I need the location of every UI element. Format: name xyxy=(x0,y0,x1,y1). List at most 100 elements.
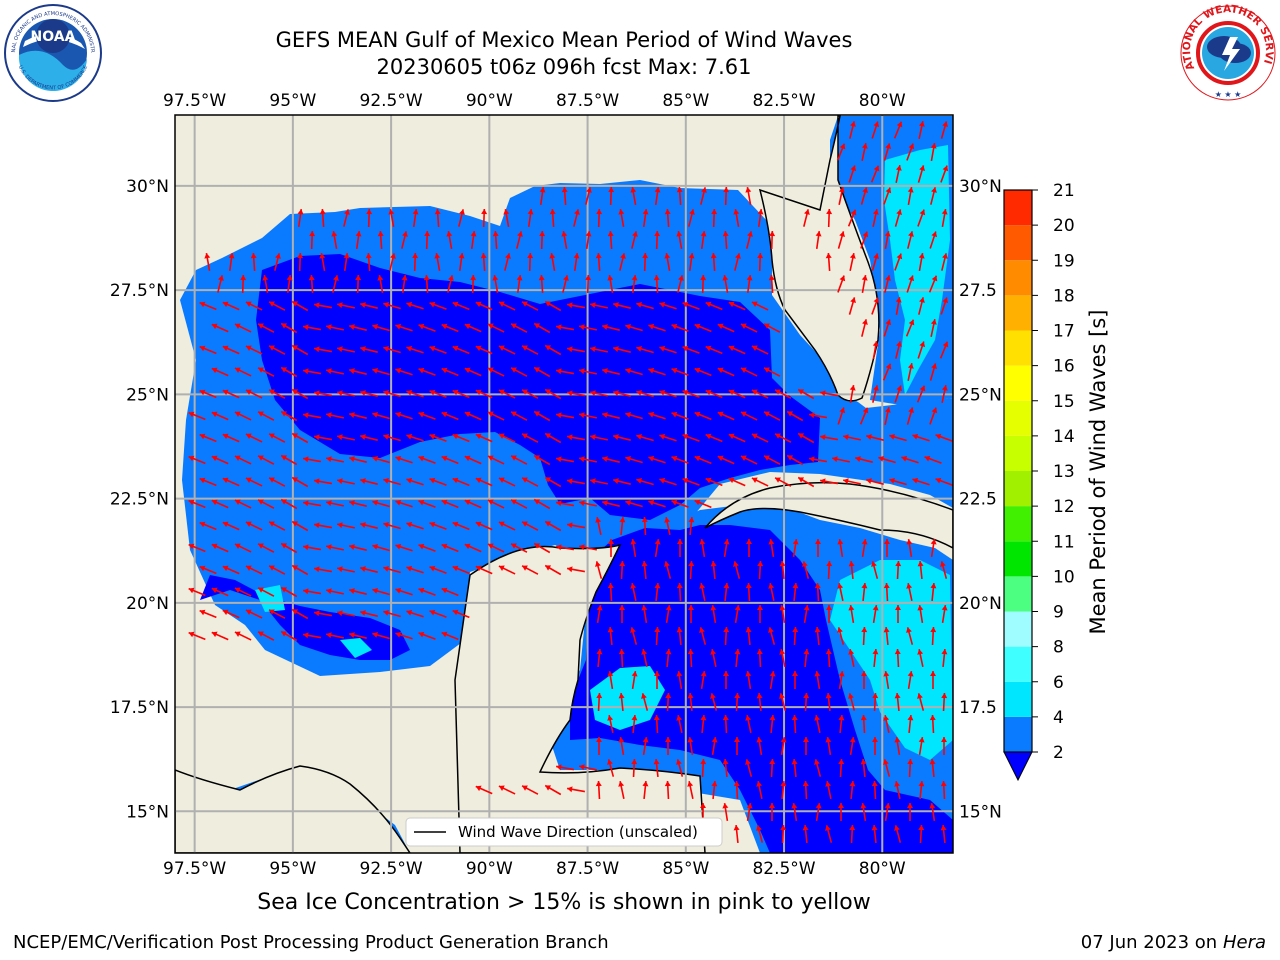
wave-arrowhead xyxy=(607,275,614,281)
wave-arrowhead xyxy=(429,521,436,528)
wave-arrowhead xyxy=(355,231,362,237)
wave-arrowhead xyxy=(839,275,846,282)
wave-arrowhead xyxy=(573,253,580,259)
wave-arrowhead xyxy=(561,231,568,237)
wave-arrowhead xyxy=(941,605,948,611)
wave-arrowhead xyxy=(912,477,919,484)
wave-arrowhead xyxy=(222,345,229,352)
wave-arrowhead xyxy=(292,521,299,527)
wave-arrowhead xyxy=(826,209,833,215)
wave-arrowhead xyxy=(735,253,741,259)
wave-arrowhead xyxy=(791,715,798,721)
wave-arrowhead xyxy=(682,345,689,352)
credit-date: 07 Jun 2023 on Hera xyxy=(1081,932,1266,953)
wave-arrowhead xyxy=(941,737,947,742)
wave-arrowhead xyxy=(849,385,856,391)
wave-arrowhead xyxy=(250,253,257,259)
wave-arrowhead xyxy=(687,693,694,699)
wave-arrowhead xyxy=(631,671,638,677)
wave-arrowhead xyxy=(498,477,505,483)
wave-arrowhead xyxy=(319,209,326,215)
wave-arrowhead xyxy=(618,737,625,743)
wave-arrowhead xyxy=(365,253,372,259)
lon-label-top: 82.5°W xyxy=(752,91,815,111)
wave-arrowhead xyxy=(492,231,499,237)
wave-arrowhead xyxy=(441,455,448,462)
wave-arrowhead xyxy=(631,759,638,765)
wave-arrowhead xyxy=(941,209,948,215)
wave-arrowhead xyxy=(682,301,689,308)
wave-arrowhead xyxy=(492,275,499,281)
wave-arrowhead xyxy=(802,825,809,831)
wave-arrowhead xyxy=(654,671,660,676)
wave-arrowhead xyxy=(850,297,856,303)
wave-arrowhead xyxy=(498,785,505,791)
wave-arrowhead xyxy=(377,275,384,281)
wave-arrowhead xyxy=(664,517,671,523)
wave-arrowhead xyxy=(441,587,448,594)
wave-arrowhead xyxy=(211,499,218,506)
wave-arrowhead xyxy=(475,389,482,396)
wave-arrowhead xyxy=(733,209,740,215)
noaa-logo: NOAA NATIONAL OCEANIC AND ATMOSPHERIC AD… xyxy=(3,3,102,102)
wave-arrowhead xyxy=(839,407,846,414)
wave-arrowhead xyxy=(747,231,753,237)
wave-arrowhead xyxy=(464,455,471,462)
wave-arrowhead xyxy=(728,433,735,440)
wave-arrowhead xyxy=(545,301,552,307)
colorbar-segment xyxy=(1004,506,1032,542)
wave-arrowhead xyxy=(654,583,661,589)
wave-arrowhead xyxy=(631,275,638,281)
wave-arrowhead xyxy=(452,521,459,528)
wave-arrowhead xyxy=(595,517,602,523)
lat-label-left: 15°N xyxy=(126,802,169,822)
wave-arrowhead xyxy=(798,477,805,483)
wave-arrowhead xyxy=(434,209,441,215)
wave-arrowhead xyxy=(837,539,844,545)
wave-arrowhead xyxy=(218,275,224,281)
wave-arrowhead xyxy=(556,544,562,551)
wave-arrowhead xyxy=(349,544,355,550)
wave-arrowhead xyxy=(941,649,948,655)
wave-arrowhead xyxy=(756,737,763,743)
wave-arrowhead xyxy=(688,605,694,610)
wave-arrowhead xyxy=(687,781,694,787)
wave-arrowhead xyxy=(234,587,241,593)
wave-arrowhead xyxy=(607,671,614,677)
credit-organization: NCEP/EMC/Verification Post Processing Pr… xyxy=(13,932,609,953)
wave-arrowhead xyxy=(458,253,465,259)
wave-arrowhead xyxy=(929,715,936,721)
wave-arrowhead xyxy=(199,565,206,572)
wave-arrowhead xyxy=(349,456,355,462)
wave-arrowhead xyxy=(792,671,798,676)
wave-arrowhead xyxy=(710,649,717,655)
colorbar-tick-label: 16 xyxy=(1053,357,1075,377)
lon-label-bottom: 97.5°W xyxy=(163,859,226,879)
wave-arrowhead xyxy=(618,781,625,787)
wave-arrowhead xyxy=(349,500,355,506)
colorbar-tick-label: 10 xyxy=(1053,567,1075,587)
wave-arrowhead xyxy=(360,566,366,572)
wave-arrowhead xyxy=(326,632,332,639)
lon-label-bottom: 87.5°W xyxy=(556,859,619,879)
wave-arrowhead xyxy=(682,477,689,484)
wave-arrowhead xyxy=(331,231,338,237)
wave-arrowhead xyxy=(619,517,626,523)
wave-arrowhead xyxy=(825,649,832,655)
wave-arrowhead xyxy=(406,565,413,572)
wave-arrowhead xyxy=(676,759,682,765)
wave-arrowhead xyxy=(659,389,666,396)
wave-arrowhead xyxy=(625,412,631,418)
wave-arrowhead xyxy=(918,121,925,127)
lat-label-left: 30°N xyxy=(126,177,169,197)
wave-arrowhead xyxy=(700,715,707,721)
wave-arrowhead xyxy=(756,825,762,831)
wave-arrowhead xyxy=(871,825,878,831)
wave-arrowhead xyxy=(372,456,378,462)
wave-arrowhead xyxy=(556,368,562,375)
wave-arrowhead xyxy=(871,781,878,787)
wave-arrowhead xyxy=(745,187,752,193)
wave-arrowhead xyxy=(418,411,425,418)
wave-arrowhead xyxy=(383,434,389,440)
wave-arrowhead xyxy=(710,561,717,567)
